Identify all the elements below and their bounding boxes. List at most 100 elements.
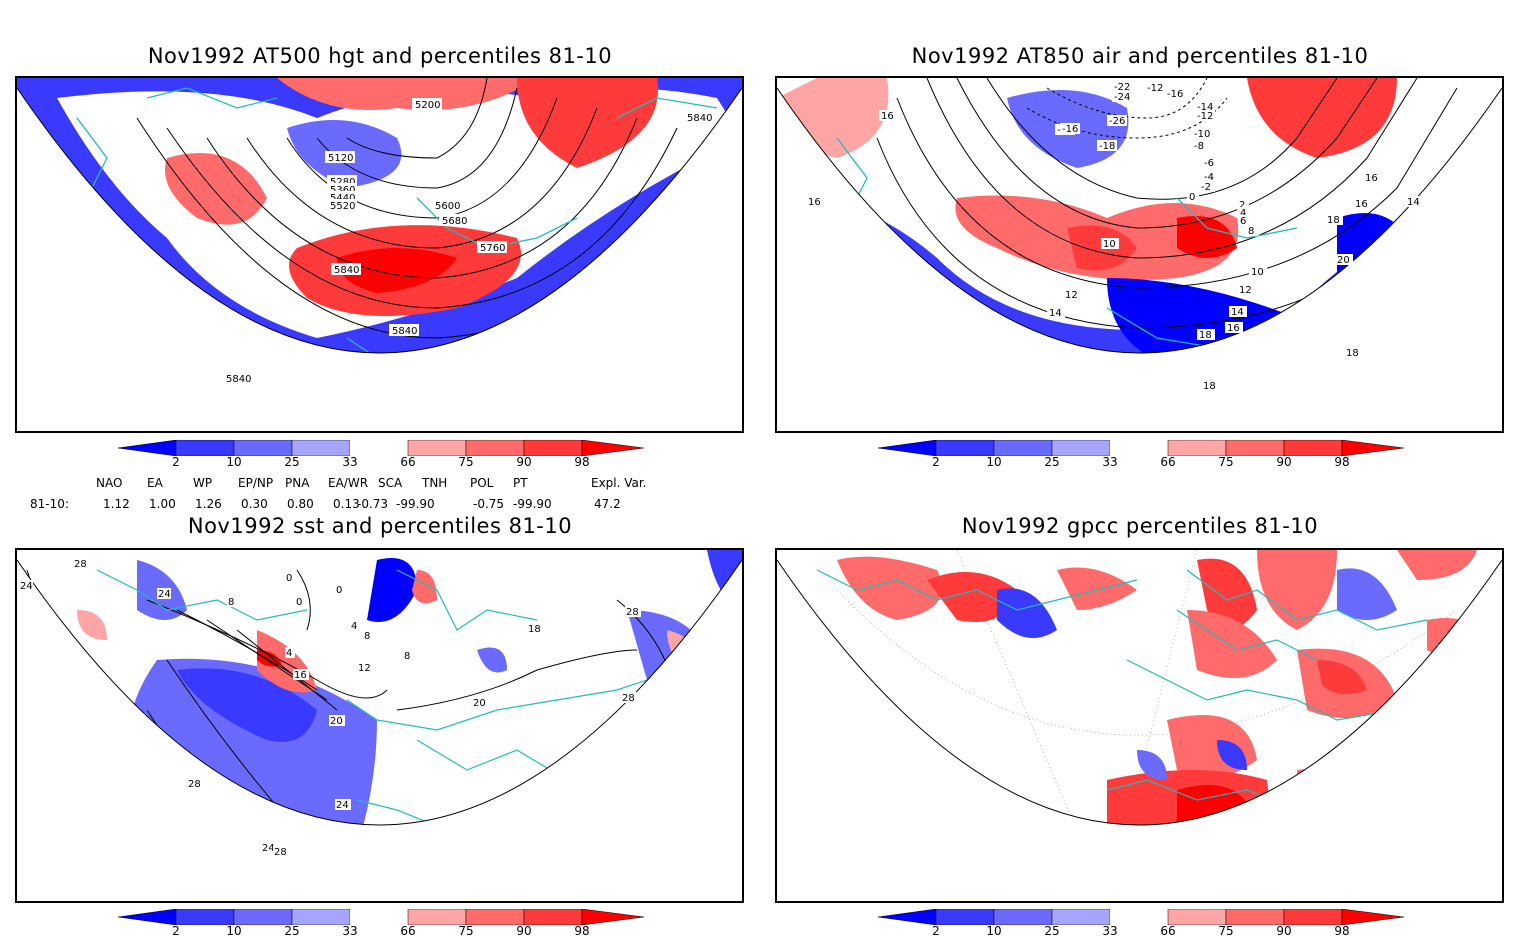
p2-contour-label: 14 bbox=[1049, 308, 1062, 319]
p3-contour-label: 8 bbox=[404, 651, 410, 662]
index-value: 0.30 bbox=[241, 497, 268, 511]
p2-contour-label: 18 bbox=[1327, 215, 1340, 226]
index-value: -0.73 bbox=[357, 497, 389, 511]
p2-contour-label: -12 bbox=[1147, 83, 1163, 94]
colorbar-panel1: 2 10 25 33 66 75 90 98 bbox=[117, 439, 645, 472]
p2-contour-label: 16 bbox=[1365, 173, 1378, 184]
panel4-map bbox=[775, 548, 1504, 903]
colorbar-label: 2 bbox=[932, 924, 940, 938]
index-header: Expl. Var. bbox=[591, 476, 647, 490]
colorbar-label: 75 bbox=[458, 924, 474, 938]
p2-contour-label: 14 bbox=[1407, 197, 1420, 208]
index-value: -99.90 bbox=[513, 497, 552, 511]
colorbar-label: 2 bbox=[172, 924, 180, 938]
p2-contour-label: -8 bbox=[1194, 141, 1204, 152]
panel3-title: Nov1992 sst and percentiles 81-10 bbox=[187, 514, 573, 538]
p2-contour-label: 14 bbox=[1231, 307, 1244, 318]
p2-contour-label: -22 bbox=[1114, 82, 1130, 93]
p3-contour-label: 28 bbox=[274, 847, 287, 858]
index-value: -99.90 bbox=[396, 497, 435, 511]
p3-contour-label: 4 bbox=[286, 648, 292, 659]
colorbar-label: 66 bbox=[400, 924, 416, 938]
colorbar-label: 66 bbox=[1160, 924, 1176, 938]
colorbar-label: 66 bbox=[400, 455, 416, 469]
p3-contour-label: 28 bbox=[622, 693, 635, 704]
index-header: POL bbox=[470, 476, 494, 490]
p2-contour-label: 16 bbox=[1227, 323, 1240, 334]
colorbar-label: 98 bbox=[1334, 455, 1350, 469]
colorbar-label: 25 bbox=[284, 924, 300, 938]
index-header: EA bbox=[147, 476, 163, 490]
colorbar-panel3: 2 10 25 33 66 75 90 98 bbox=[117, 908, 645, 939]
p3-contour-label: 24 bbox=[262, 843, 275, 854]
p2-contour-label: 12 bbox=[1239, 285, 1252, 296]
p3-contour-label: 28 bbox=[626, 607, 639, 618]
p1-contour-label: 5200 bbox=[415, 100, 440, 111]
p3-contour-label: 12 bbox=[358, 663, 371, 674]
index-header: EA/WR bbox=[328, 476, 369, 490]
p2-contour-label: -10 bbox=[1194, 129, 1210, 140]
p2-contour-label: 16 bbox=[1355, 199, 1368, 210]
p1-contour-label: 5600 bbox=[435, 201, 460, 212]
colorbar-label: 33 bbox=[1102, 924, 1118, 938]
p2-contour-label: -6 bbox=[1204, 158, 1214, 169]
p2-contour-label: -14 bbox=[1197, 102, 1213, 113]
colorbar-label: 75 bbox=[1218, 455, 1234, 469]
p2-contour-label: 16 bbox=[881, 111, 894, 122]
p3-contour-label: 20 bbox=[473, 698, 486, 709]
p1-contour-label: 5360 bbox=[330, 185, 355, 196]
p3-contour-label: 24 bbox=[158, 589, 171, 600]
colorbar-label: 10 bbox=[986, 455, 1002, 469]
colorbar-panel4: 2 10 25 33 66 75 90 98 bbox=[877, 908, 1405, 939]
p1-contour-label: 5120 bbox=[328, 153, 353, 164]
index-header: PNA bbox=[285, 476, 310, 490]
colorbar-swatches bbox=[117, 908, 645, 926]
p1-contour-label: 5840 bbox=[392, 326, 417, 337]
colorbar-label: 33 bbox=[1102, 455, 1118, 469]
index-header: WP bbox=[193, 476, 213, 490]
panel4-title: Nov1992 gpcc percentiles 81-10 bbox=[961, 514, 1319, 538]
p2-contour-label: 10 bbox=[1103, 239, 1116, 250]
p1-contour-label: 5840 bbox=[334, 265, 359, 276]
p2-contour-label: 18 bbox=[1346, 348, 1359, 359]
p3-contour-label: 8 bbox=[364, 631, 370, 642]
colorbar-label: 75 bbox=[1218, 924, 1234, 938]
colorbar-label: 25 bbox=[284, 455, 300, 469]
colorbar-label: 90 bbox=[516, 924, 532, 938]
p2-contour-label: 12 bbox=[1065, 290, 1078, 301]
p1-contour-label: 5760 bbox=[480, 243, 505, 254]
p1-contour-label: 5440 bbox=[330, 193, 355, 204]
p3-contour-label: 24 bbox=[20, 581, 33, 592]
p2-contour-label: 18 bbox=[1203, 381, 1216, 392]
p2-contour-label: -4 bbox=[1204, 172, 1214, 183]
p3-contour-label: 4 bbox=[351, 621, 357, 632]
index-value: 1.26 bbox=[195, 497, 222, 511]
index-value: 1.12 bbox=[103, 497, 130, 511]
colorbar-panel2: 2 10 25 33 66 75 90 98 bbox=[877, 439, 1405, 472]
colorbar-label: 75 bbox=[458, 455, 474, 469]
p2-contour-label: 10 bbox=[1251, 267, 1264, 278]
p3-contour-label: 18 bbox=[528, 624, 541, 635]
index-value: -0.75 bbox=[473, 497, 505, 511]
colorbar-label: 98 bbox=[574, 455, 590, 469]
p2-contour-label: -24 bbox=[1114, 92, 1130, 103]
p1-contour-label: 5520 bbox=[330, 201, 355, 212]
p3-contour-label: 16 bbox=[294, 670, 307, 681]
panel2-map-svg: -22 -24 -26 -18 -16 -12 -16 -14 -12 -10 … bbox=[777, 78, 1502, 392]
panel3-map-svg: 24 28 24 8 0 0 0 4 8 12 4 16 20 20 18 28… bbox=[17, 550, 742, 858]
index-header: NAO bbox=[96, 476, 123, 490]
colorbar-swatches bbox=[877, 439, 1405, 457]
p3-contour-label: 24 bbox=[336, 800, 349, 811]
colorbar-label: 98 bbox=[574, 924, 590, 938]
colorbar-label: 90 bbox=[1276, 455, 1292, 469]
colorbar-label: 2 bbox=[932, 455, 940, 469]
p3-contour-label: 20 bbox=[330, 716, 343, 727]
p1-contour-label: 5680 bbox=[442, 216, 467, 227]
p2-contour-label: 18 bbox=[1199, 330, 1212, 341]
p2-contour-label: 20 bbox=[1337, 255, 1350, 266]
p2-contour-label: -26 bbox=[1109, 116, 1125, 127]
colorbar-label: 90 bbox=[1276, 924, 1292, 938]
colorbar-swatches bbox=[117, 439, 645, 457]
p2-contour-label: -12 bbox=[1197, 111, 1213, 122]
colorbar-label: 98 bbox=[1334, 924, 1350, 938]
